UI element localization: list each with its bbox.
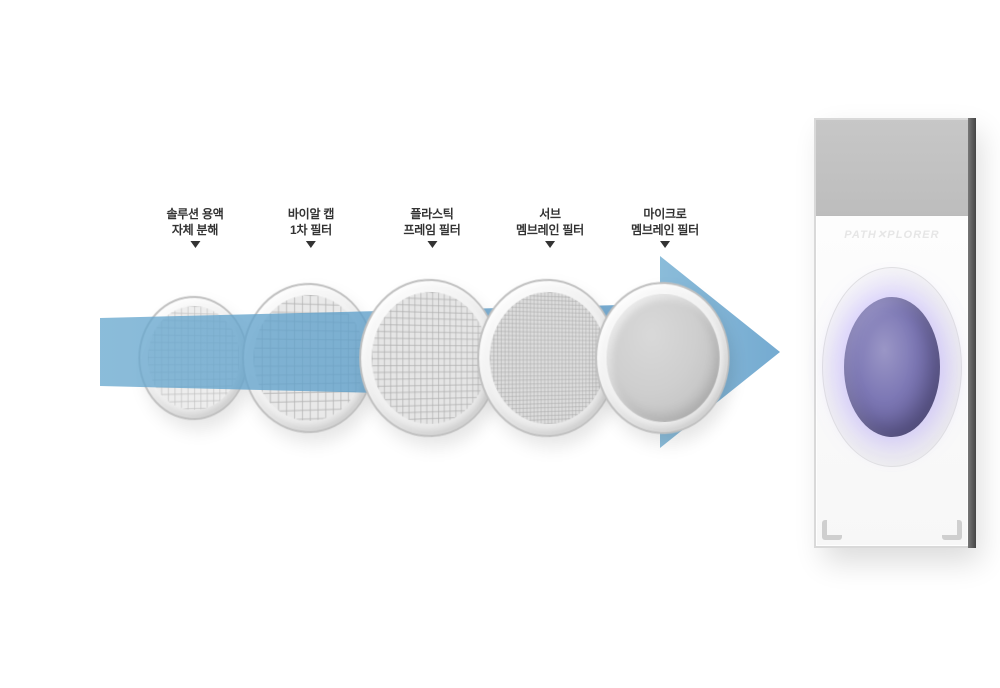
label-filter-2: 바이알 캡 1차 필터 xyxy=(288,206,334,248)
label-line: 서브 xyxy=(539,207,561,221)
label-line: 멤브레인 필터 xyxy=(516,223,584,237)
label-filter-5: 마이크로 멤브레인 필터 xyxy=(631,206,699,248)
slide-corner-bl xyxy=(822,520,842,540)
label-line: 솔루션 용액 xyxy=(166,207,223,221)
slide-brand-text: PATH✕PLORER xyxy=(816,228,968,241)
slide-frosted-end xyxy=(816,120,968,216)
label-line: 마이크로 xyxy=(643,207,686,221)
label-line: 플라스틱 xyxy=(410,207,453,221)
label-line: 프레임 필터 xyxy=(403,223,460,237)
label-pointer-icon xyxy=(427,241,437,248)
slide-card: PATH✕PLORER xyxy=(814,118,970,548)
label-line: 1차 필터 xyxy=(290,223,332,237)
slide-corner-br xyxy=(942,520,962,540)
slide-sample-spot xyxy=(844,297,940,437)
label-pointer-icon xyxy=(190,241,200,248)
label-filter-4: 서브 멤브레인 필터 xyxy=(516,206,584,248)
label-filter-1: 솔루션 용액 자체 분해 xyxy=(166,206,223,248)
diagram-stage: PATH✕PLORER 솔루션 용액 자체 분해 xyxy=(0,0,1000,688)
label-pointer-icon xyxy=(306,241,316,248)
label-line: 멤브레인 필터 xyxy=(631,223,699,237)
label-filter-3: 플라스틱 프레임 필터 xyxy=(403,206,460,248)
label-line: 자체 분해 xyxy=(172,223,218,237)
label-pointer-icon xyxy=(545,241,555,248)
label-line: 바이알 캡 xyxy=(288,207,334,221)
label-pointer-icon xyxy=(660,241,670,248)
filter-disc-5 xyxy=(589,282,741,434)
